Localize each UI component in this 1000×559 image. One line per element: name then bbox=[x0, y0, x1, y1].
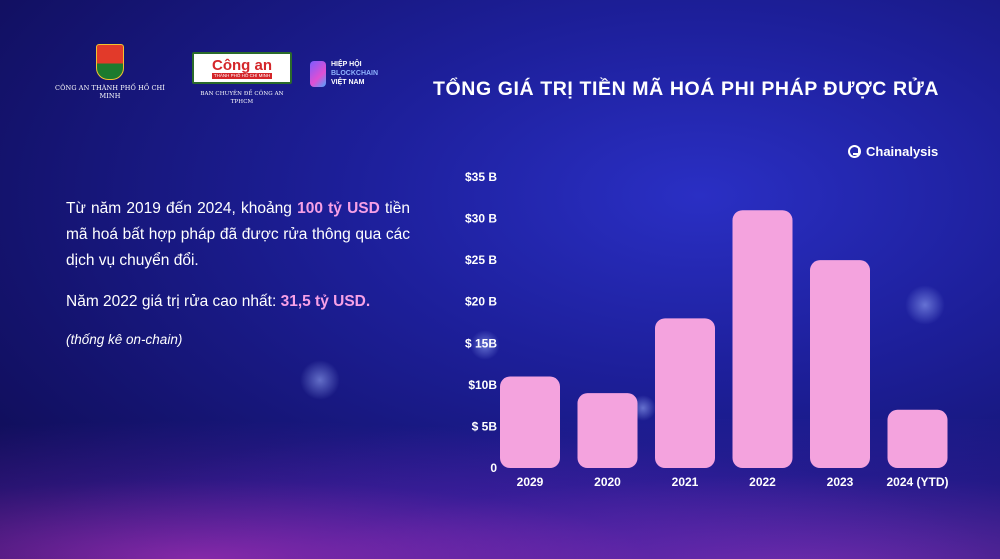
description-block: Từ năm 2019 đến 2024, khoảng 100 tỷ USD … bbox=[66, 196, 410, 347]
blockchain-logo-text: HIỆP HỘI BLOCKCHAIN VIỆT NAM bbox=[331, 60, 378, 87]
blockchain-logo-line1: HIỆP HỘI bbox=[331, 61, 362, 68]
chainalysis-icon bbox=[848, 145, 861, 158]
description-highlight: 100 tỷ USD bbox=[297, 200, 380, 217]
congan-logo: Công an THÀNH PHỐ HỒ CHÍ MINH BAN CHUYÊN… bbox=[192, 52, 292, 106]
description-text-start: Từ năm 2019 đến 2024, khoảng bbox=[66, 200, 298, 217]
x-category-label: 2022 bbox=[749, 475, 776, 489]
bar bbox=[810, 260, 870, 468]
x-category-label: 2021 bbox=[672, 475, 699, 489]
police-shield-icon bbox=[96, 44, 124, 80]
congan-badge: Công an THÀNH PHỐ HỒ CHÍ MINH bbox=[192, 52, 292, 84]
description-paragraph: Từ năm 2019 đến 2024, khoảng 100 tỷ USD … bbox=[66, 196, 410, 274]
bar-chart: 0 $ 5B $10B $ 15B $20 B $25 B $30 B $35 B 2029 20… bbox=[465, 170, 949, 489]
y-tick-label: $30 B bbox=[465, 212, 497, 226]
x-category-label: 2023 bbox=[827, 475, 854, 489]
data-note: (thống kê on-chain) bbox=[66, 332, 183, 347]
x-category-label: 2024 (YTD) bbox=[886, 475, 948, 489]
source-credit: Chainalysis bbox=[848, 144, 938, 159]
bar bbox=[732, 210, 793, 468]
y-tick-label: $10B bbox=[468, 378, 497, 392]
y-tick-label: $35 B bbox=[465, 170, 497, 184]
y-tick-label: $20 B bbox=[465, 295, 497, 309]
background-glow bbox=[300, 360, 340, 400]
congan-badge-sub: THÀNH PHỐ HỒ CHÍ MINH bbox=[211, 72, 273, 79]
blockchain-logo-line3: VIỆT NAM bbox=[331, 79, 365, 86]
description-text-end: tiền mã hoá bất hợp pháp đã được rửa thô… bbox=[66, 200, 410, 269]
source-credit-label: Chainalysis bbox=[866, 144, 939, 159]
blockchain-mark-icon bbox=[310, 60, 326, 87]
page-title: TỔNG GIÁ TRỊ TIỀN MÃ HOÁ PHI PHÁP ĐƯỢC R… bbox=[433, 78, 940, 100]
peak-year-text: Năm 2022 giá trị rửa cao nhất: bbox=[66, 293, 281, 310]
background-glow bbox=[905, 285, 945, 325]
blockchain-association-logo: HIỆP HỘI BLOCKCHAIN VIỆT NAM bbox=[310, 60, 400, 87]
x-category-label: 2029 bbox=[517, 475, 544, 489]
bar bbox=[887, 409, 948, 468]
background-glow bbox=[470, 330, 500, 360]
y-tick-label: $25 B bbox=[465, 253, 497, 267]
congan-badge-name: Công an bbox=[212, 56, 272, 74]
bar bbox=[500, 376, 560, 468]
bar bbox=[655, 318, 715, 468]
police-logo-caption: CÔNG AN THÀNH PHỐ HỒ CHÍ MINH bbox=[55, 84, 165, 100]
blockchain-logo-line2: BLOCKCHAIN bbox=[331, 70, 379, 77]
y-tick-label: 0 bbox=[490, 461, 497, 475]
police-logo: CÔNG AN THÀNH PHỐ HỒ CHÍ MINH bbox=[55, 44, 165, 100]
x-category-label: 2020 bbox=[594, 475, 621, 489]
y-tick-label: $ 5B bbox=[472, 419, 498, 433]
bar bbox=[577, 393, 638, 468]
congan-logo-caption: BAN CHUYÊN ĐỀ CÔNG AN TPHCM bbox=[200, 91, 284, 105]
header: CÔNG AN THÀNH PHỐ HỒ CHÍ MINH Công an TH… bbox=[0, 0, 1000, 120]
peak-year-paragraph: Năm 2022 giá trị rửa cao nhất: 31,5 tỷ U… bbox=[66, 290, 410, 314]
y-tick-label: $ 15B bbox=[465, 336, 497, 350]
peak-year-highlight: 31,5 tỷ USD. bbox=[280, 293, 371, 310]
